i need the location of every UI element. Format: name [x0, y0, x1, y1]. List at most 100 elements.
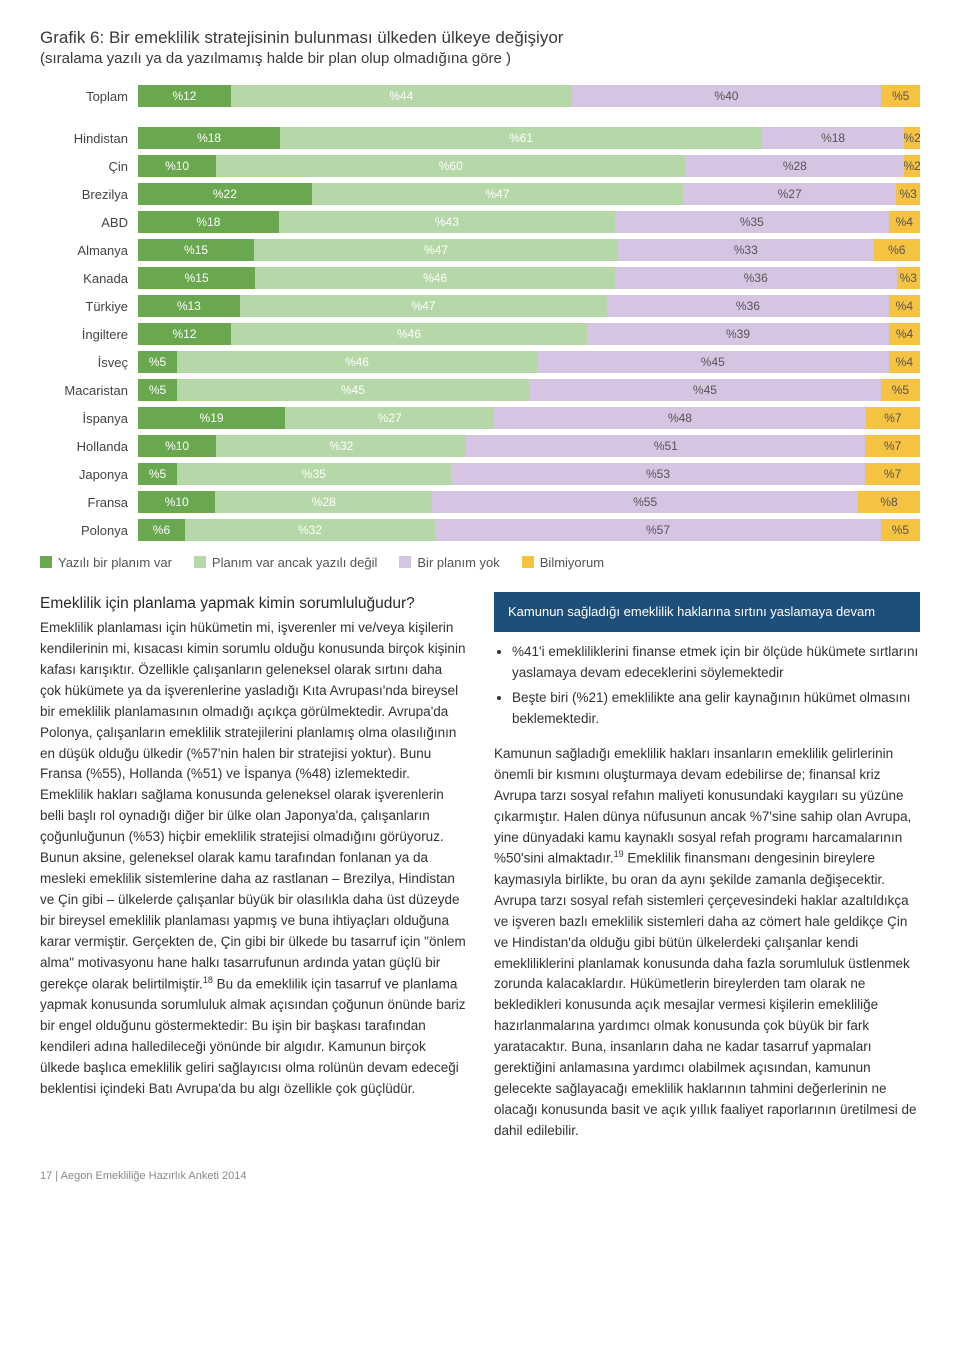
- bar-segment: %40: [572, 85, 882, 107]
- bar-segment: %8: [858, 491, 920, 513]
- bar-segment: %10: [138, 491, 215, 513]
- bar-segment: %5: [881, 519, 920, 541]
- bar-segment: %47: [240, 295, 608, 317]
- bar-segment: %36: [615, 267, 897, 289]
- bar-segment: %61: [280, 127, 762, 149]
- bar-segment: %7: [865, 463, 920, 485]
- bar-segment: %22: [138, 183, 312, 205]
- bar-segment: %7: [866, 407, 920, 429]
- stacked-bar: %15%46%36%3: [138, 267, 920, 289]
- page-number: 17: [40, 1170, 52, 1182]
- bar-segment: %5: [138, 379, 177, 401]
- bar-segment: %19: [138, 407, 285, 429]
- bar-segment: %39: [587, 323, 889, 345]
- footnote-ref: 19: [614, 849, 624, 859]
- bar-segment: %18: [138, 127, 280, 149]
- bar-segment: %45: [537, 351, 889, 373]
- chart-row-label: Almanya: [40, 243, 138, 258]
- chart-row-label: Kanada: [40, 271, 138, 286]
- stacked-bar: %15%47%33%6: [138, 239, 920, 261]
- bar-segment: %4: [889, 351, 920, 373]
- stacked-bar: %5%46%45%4: [138, 351, 920, 373]
- bullet-item: Beşte biri (%21) emeklilikte ana gelir k…: [512, 688, 920, 730]
- bar-segment: %18: [762, 127, 904, 149]
- bar-segment: %6: [138, 519, 185, 541]
- bar-segment: %35: [615, 211, 889, 233]
- chart-row: Hindistan%18%61%18%2: [40, 127, 920, 149]
- bar-segment: %27: [285, 407, 494, 429]
- chart-row: Toplam%12%44%40%5: [40, 85, 920, 107]
- bar-segment: %47: [254, 239, 618, 261]
- stacked-bar: %6%32%57%5: [138, 519, 920, 541]
- stacked-bar: %10%60%28%2: [138, 155, 920, 177]
- stacked-bar: %19%27%48%7: [138, 407, 920, 429]
- chart-row-label: İsveç: [40, 355, 138, 370]
- bar-segment: %45: [177, 379, 529, 401]
- chart-row: ABD%18%43%35%4: [40, 211, 920, 233]
- footnote-ref: 18: [203, 975, 213, 985]
- bullet-item: %41'i emekliliklerini finanse etmek için…: [512, 642, 920, 684]
- bar-segment: %3: [896, 183, 920, 205]
- body-paragraph: Kamunun sağladığı emeklilik hakları insa…: [494, 746, 911, 866]
- bar-segment: %46: [255, 267, 615, 289]
- bar-segment: %60: [216, 155, 685, 177]
- chart-row-label: Brezilya: [40, 187, 138, 202]
- legend-item: Yazılı bir planım var: [40, 555, 172, 570]
- chart-row: Çin%10%60%28%2: [40, 155, 920, 177]
- chart-row: Brezilya%22%47%27%3: [40, 183, 920, 205]
- chart-row-label: İspanya: [40, 411, 138, 426]
- bar-segment: %47: [312, 183, 683, 205]
- bar-segment: %33: [618, 239, 874, 261]
- bar-segment: %48: [494, 407, 866, 429]
- bar-segment: %32: [185, 519, 435, 541]
- chart-title: Grafik 6: Bir emeklilik stratejisinin bu…: [40, 28, 920, 48]
- chart-row-label: Macaristan: [40, 383, 138, 398]
- bar-segment: %13: [138, 295, 240, 317]
- chart-row-label: Fransa: [40, 495, 138, 510]
- bar-segment: %28: [215, 491, 432, 513]
- bar-segment: %35: [177, 463, 451, 485]
- stacked-bar: %22%47%27%3: [138, 183, 920, 205]
- bar-segment: %4: [889, 211, 920, 233]
- bar-segment: %3: [897, 267, 920, 289]
- stacked-bar: %12%46%39%4: [138, 323, 920, 345]
- chart-row: Polonya%6%32%57%5: [40, 519, 920, 541]
- bar-segment: %15: [138, 239, 254, 261]
- bar-segment: %44: [231, 85, 572, 107]
- body-paragraph: Emeklilik finansmanı dengesinin bireyler…: [494, 851, 916, 1138]
- bar-segment: %5: [138, 351, 177, 373]
- bar-segment: %53: [451, 463, 865, 485]
- chart-row: İspanya%19%27%48%7: [40, 407, 920, 429]
- bar-segment: %5: [881, 379, 920, 401]
- stacked-bar: %18%43%35%4: [138, 211, 920, 233]
- bar-segment: %43: [279, 211, 615, 233]
- bar-segment: %18: [138, 211, 279, 233]
- right-column: Kamunun sağladığı emeklilik haklarına sı…: [494, 592, 920, 1142]
- bar-segment: %15: [138, 267, 255, 289]
- stacked-bar-chart: Toplam%12%44%40%5 Hindistan%18%61%18%2 Çin…: [40, 85, 920, 541]
- bar-segment: %2: [904, 127, 920, 149]
- chart-row: İsveç%5%46%45%4: [40, 351, 920, 373]
- bullet-list: %41'i emekliliklerini finanse etmek için…: [494, 642, 920, 730]
- chart-row-label: Polonya: [40, 523, 138, 538]
- bar-segment: %51: [466, 435, 865, 457]
- bar-segment: %10: [138, 435, 216, 457]
- chart-row-label: Hollanda: [40, 439, 138, 454]
- bar-segment: %45: [529, 379, 881, 401]
- bar-segment: %28: [685, 155, 904, 177]
- page-footer: 17 | Aegon Emekliliğe Hazırlık Anketi 20…: [40, 1170, 920, 1182]
- bar-segment: %6: [874, 239, 920, 261]
- stacked-bar: %5%35%53%7: [138, 463, 920, 485]
- chart-row: Macaristan%5%45%45%5: [40, 379, 920, 401]
- legend: Yazılı bir planım var Planım var ancak y…: [40, 555, 920, 570]
- bar-segment: %4: [889, 323, 920, 345]
- bar-segment: %12: [138, 85, 231, 107]
- bar-segment: %55: [432, 491, 858, 513]
- bar-segment: %5: [138, 463, 177, 485]
- chart-row-label: ABD: [40, 215, 138, 230]
- bar-segment: %46: [177, 351, 537, 373]
- chart-subtitle: (sıralama yazılı ya da yazılmamış halde …: [40, 50, 920, 67]
- chart-row-label: Çin: [40, 159, 138, 174]
- chart-row: Kanada%15%46%36%3: [40, 267, 920, 289]
- bar-segment: %46: [231, 323, 587, 345]
